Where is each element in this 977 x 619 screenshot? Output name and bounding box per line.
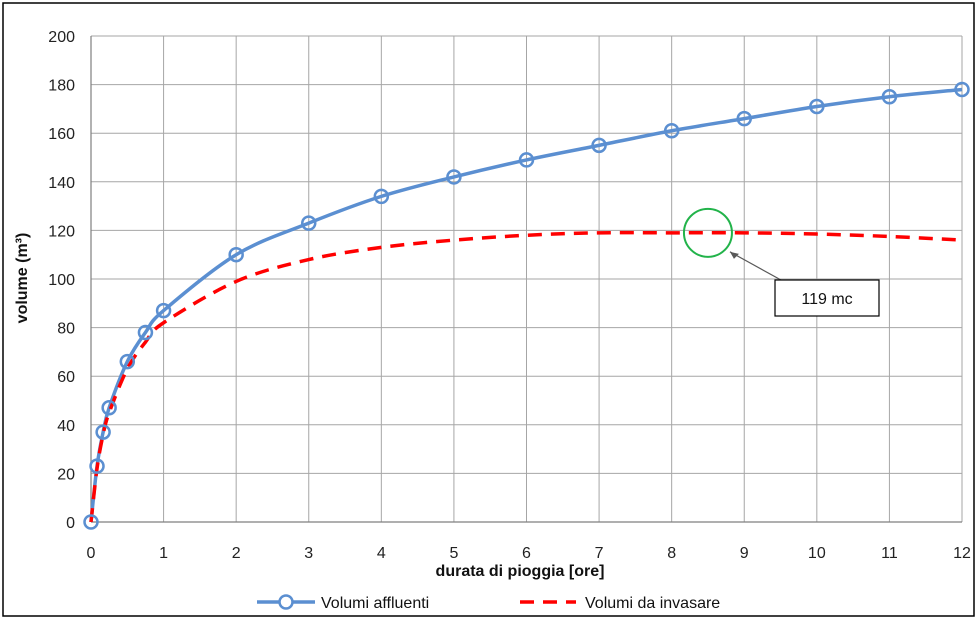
x-tick-label: 9 bbox=[740, 545, 749, 562]
y-tick-label: 200 bbox=[48, 29, 75, 46]
y-tick-label: 0 bbox=[66, 515, 75, 532]
y-tick-label: 140 bbox=[48, 175, 75, 192]
y-tick-label: 180 bbox=[48, 78, 75, 95]
x-tick-label: 4 bbox=[377, 545, 386, 562]
x-tick-label: 8 bbox=[667, 545, 676, 562]
legend-marker-volumi-affluenti bbox=[280, 596, 293, 609]
x-tick-label: 7 bbox=[595, 545, 604, 562]
x-axis-title: durata di pioggia [ore] bbox=[436, 563, 605, 580]
x-tick-label: 3 bbox=[304, 545, 313, 562]
x-tick-label: 11 bbox=[881, 545, 898, 562]
y-axis-title: volume (m³) bbox=[14, 233, 31, 324]
legend-label-volumi-da-invasare: Volumi da invasare bbox=[585, 595, 720, 612]
x-tick-label: 5 bbox=[449, 545, 458, 562]
legend-label-volumi-affluenti: Volumi affluenti bbox=[321, 595, 429, 612]
y-tick-label: 120 bbox=[48, 223, 75, 240]
y-tick-label: 20 bbox=[57, 466, 75, 483]
callout-label: 119 mc bbox=[801, 291, 852, 308]
x-tick-label: 12 bbox=[953, 545, 971, 562]
y-tick-label: 160 bbox=[48, 126, 75, 143]
y-tick-label: 60 bbox=[57, 369, 75, 386]
x-tick-label: 1 bbox=[159, 545, 168, 562]
x-tick-label: 6 bbox=[522, 545, 531, 562]
x-tick-label: 0 bbox=[87, 545, 96, 562]
x-tick-label: 2 bbox=[232, 545, 241, 562]
y-tick-label: 40 bbox=[57, 418, 75, 435]
y-tick-label: 80 bbox=[57, 321, 75, 338]
x-tick-label: 10 bbox=[808, 545, 826, 562]
y-tick-label: 100 bbox=[48, 272, 75, 289]
